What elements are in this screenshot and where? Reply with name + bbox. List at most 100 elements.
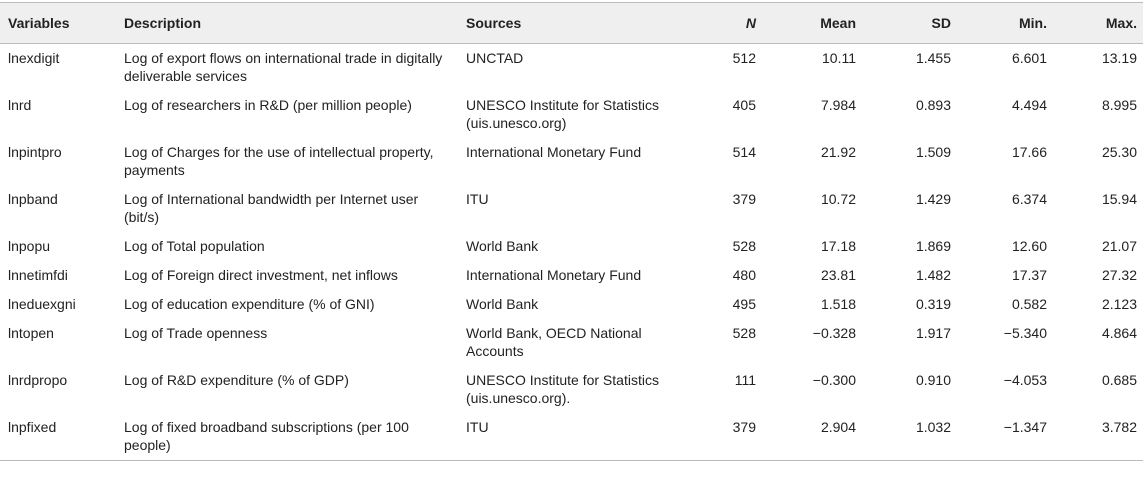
table-row: lnexdigit Log of export flows on internat… xyxy=(0,44,1143,92)
summary-table: Variables Description Sources N Mean SD Min. Ma… xyxy=(0,2,1143,461)
table-row: lnrd Log of researchers in R&D (per milli… xyxy=(0,91,1143,138)
table-cell: 4.864 xyxy=(1101,325,1137,341)
table-cell: 379 xyxy=(732,191,756,207)
table-cell: lnexdigit xyxy=(8,50,60,66)
table-cell: lnpfixed xyxy=(0,413,116,461)
table-cell: Log of International bandwidth per Inter… xyxy=(124,191,419,225)
table-cell: Log of education expenditure (% of GNI) xyxy=(124,296,375,312)
table-cell: 21.07 xyxy=(1101,238,1137,254)
table-row: lntopen Log of Trade openness World Bank, … xyxy=(0,319,1143,366)
column-header: SD xyxy=(862,2,957,44)
table-cell: 2.904 xyxy=(762,413,862,461)
table-cell: lntopen xyxy=(8,325,54,341)
table-cell: 514 xyxy=(732,144,756,160)
table-cell: ITU xyxy=(466,191,489,207)
table-cell: lnpintpro xyxy=(8,144,62,160)
table-row: lnnetimfdi Log of Foreign direct investme… xyxy=(0,261,1143,290)
table-body: lnexdigit Log of export flows on internat… xyxy=(0,44,1143,461)
header-row: Variables Description Sources N Mean SD Min. Ma… xyxy=(0,2,1143,44)
table-cell: Log of researchers in R&D (per million p… xyxy=(124,97,412,113)
table-cell: 0.910 xyxy=(915,372,951,388)
table-cell: −1.347 xyxy=(957,413,1053,461)
table-cell: 7.984 xyxy=(820,97,856,113)
table-cell: 21.92 xyxy=(820,144,856,160)
table-cell: 0.893 xyxy=(915,97,951,113)
table-cell: 0.582 xyxy=(1011,296,1047,312)
table-cell: lnrdpropo xyxy=(8,372,68,388)
table-row: lnpband Log of International bandwidth pe… xyxy=(0,185,1143,232)
table-cell: Log of fixed broadband subscriptions (pe… xyxy=(116,413,458,461)
column-header: Description xyxy=(116,2,458,44)
table-cell: 3.782 xyxy=(1053,413,1143,461)
table-cell: 1.429 xyxy=(915,191,951,207)
table-cell: World Bank, OECD National Accounts xyxy=(466,325,642,359)
column-header: Sources xyxy=(458,2,708,44)
table-cell: 23.81 xyxy=(820,267,856,283)
table-cell: 10.72 xyxy=(820,191,856,207)
table-row: lnpintpro Log of Charges for the use of i… xyxy=(0,138,1143,185)
table-cell: 512 xyxy=(732,50,756,66)
table-cell: 12.60 xyxy=(1011,238,1047,254)
table-cell: World Bank xyxy=(466,238,539,254)
table-cell: International Monetary Fund xyxy=(466,267,642,283)
table-cell: −5.340 xyxy=(1003,325,1047,341)
table-cell: Log of Trade openness xyxy=(124,325,268,341)
table-cell: −4.053 xyxy=(1003,372,1047,388)
table-cell: Log of Charges for the use of intellectu… xyxy=(124,144,434,178)
table-cell: 1.869 xyxy=(915,238,951,254)
table-cell: lnpband xyxy=(8,191,58,207)
table-cell: 25.30 xyxy=(1101,144,1137,160)
table-cell: −0.300 xyxy=(812,372,856,388)
table-cell: 1.518 xyxy=(820,296,856,312)
table-cell: 17.66 xyxy=(1011,144,1047,160)
table-cell: lnpopu xyxy=(8,238,51,254)
table-cell: 17.37 xyxy=(1011,267,1047,283)
column-header: Max. xyxy=(1053,2,1143,44)
table-cell: lneduexgni xyxy=(8,296,76,312)
table-cell: 405 xyxy=(732,97,756,113)
table-cell: 2.123 xyxy=(1101,296,1137,312)
table-row: lnpopu Log of Total population World Bank 5… xyxy=(0,232,1143,261)
table-cell: International Monetary Fund xyxy=(466,144,642,160)
table-cell: 528 xyxy=(732,325,756,341)
table-cell: 15.94 xyxy=(1101,191,1137,207)
column-header: Min. xyxy=(957,2,1053,44)
table-cell: 4.494 xyxy=(1011,97,1047,113)
table-cell: 17.18 xyxy=(820,238,856,254)
table-cell: 0.685 xyxy=(1101,372,1137,388)
table-cell: Log of Foreign direct investment, net in… xyxy=(124,267,398,283)
table-row: lneduexgni Log of education expenditure (… xyxy=(0,290,1143,319)
table-cell: lnrd xyxy=(8,97,32,113)
column-header: N xyxy=(708,2,762,44)
table-cell: 1.032 xyxy=(862,413,957,461)
table-row: lnpfixed Log of fixed broadband subscript… xyxy=(0,413,1143,461)
table-cell: UNCTAD xyxy=(466,50,524,66)
table-cell: Log of R&D expenditure (% of GDP) xyxy=(124,372,349,388)
table-cell: 379 xyxy=(708,413,762,461)
table-cell: 8.995 xyxy=(1101,97,1137,113)
table-cell: UNESCO Institute for Statistics (uis.une… xyxy=(466,97,659,131)
table-cell: 0.319 xyxy=(915,296,951,312)
table-cell: Log of export flows on international tra… xyxy=(124,50,443,84)
column-header: Mean xyxy=(762,2,862,44)
table-cell: 528 xyxy=(732,238,756,254)
table-cell: 27.32 xyxy=(1101,267,1137,283)
table-cell: World Bank xyxy=(466,296,539,312)
table-cell: 1.455 xyxy=(915,50,951,66)
table-cell: 1.509 xyxy=(915,144,951,160)
table-cell: −0.328 xyxy=(812,325,856,341)
table-cell: 13.19 xyxy=(1101,50,1137,66)
table-cell: 1.917 xyxy=(915,325,951,341)
table-cell: 1.482 xyxy=(915,267,951,283)
column-header: Variables xyxy=(0,2,116,44)
table-cell: 10.11 xyxy=(822,50,856,66)
table-cell: 480 xyxy=(732,267,756,283)
table-cell: UNESCO Institute for Statistics (uis.une… xyxy=(466,372,659,406)
table-cell: Log of Total population xyxy=(124,238,265,254)
table-cell: ITU xyxy=(458,413,708,461)
table-cell: lnnetimfdi xyxy=(8,267,68,283)
table-cell: 111 xyxy=(734,372,756,388)
table-cell: 6.374 xyxy=(1011,191,1047,207)
table-row: lnrdpropo Log of R&D expenditure (% of GD… xyxy=(0,366,1143,413)
